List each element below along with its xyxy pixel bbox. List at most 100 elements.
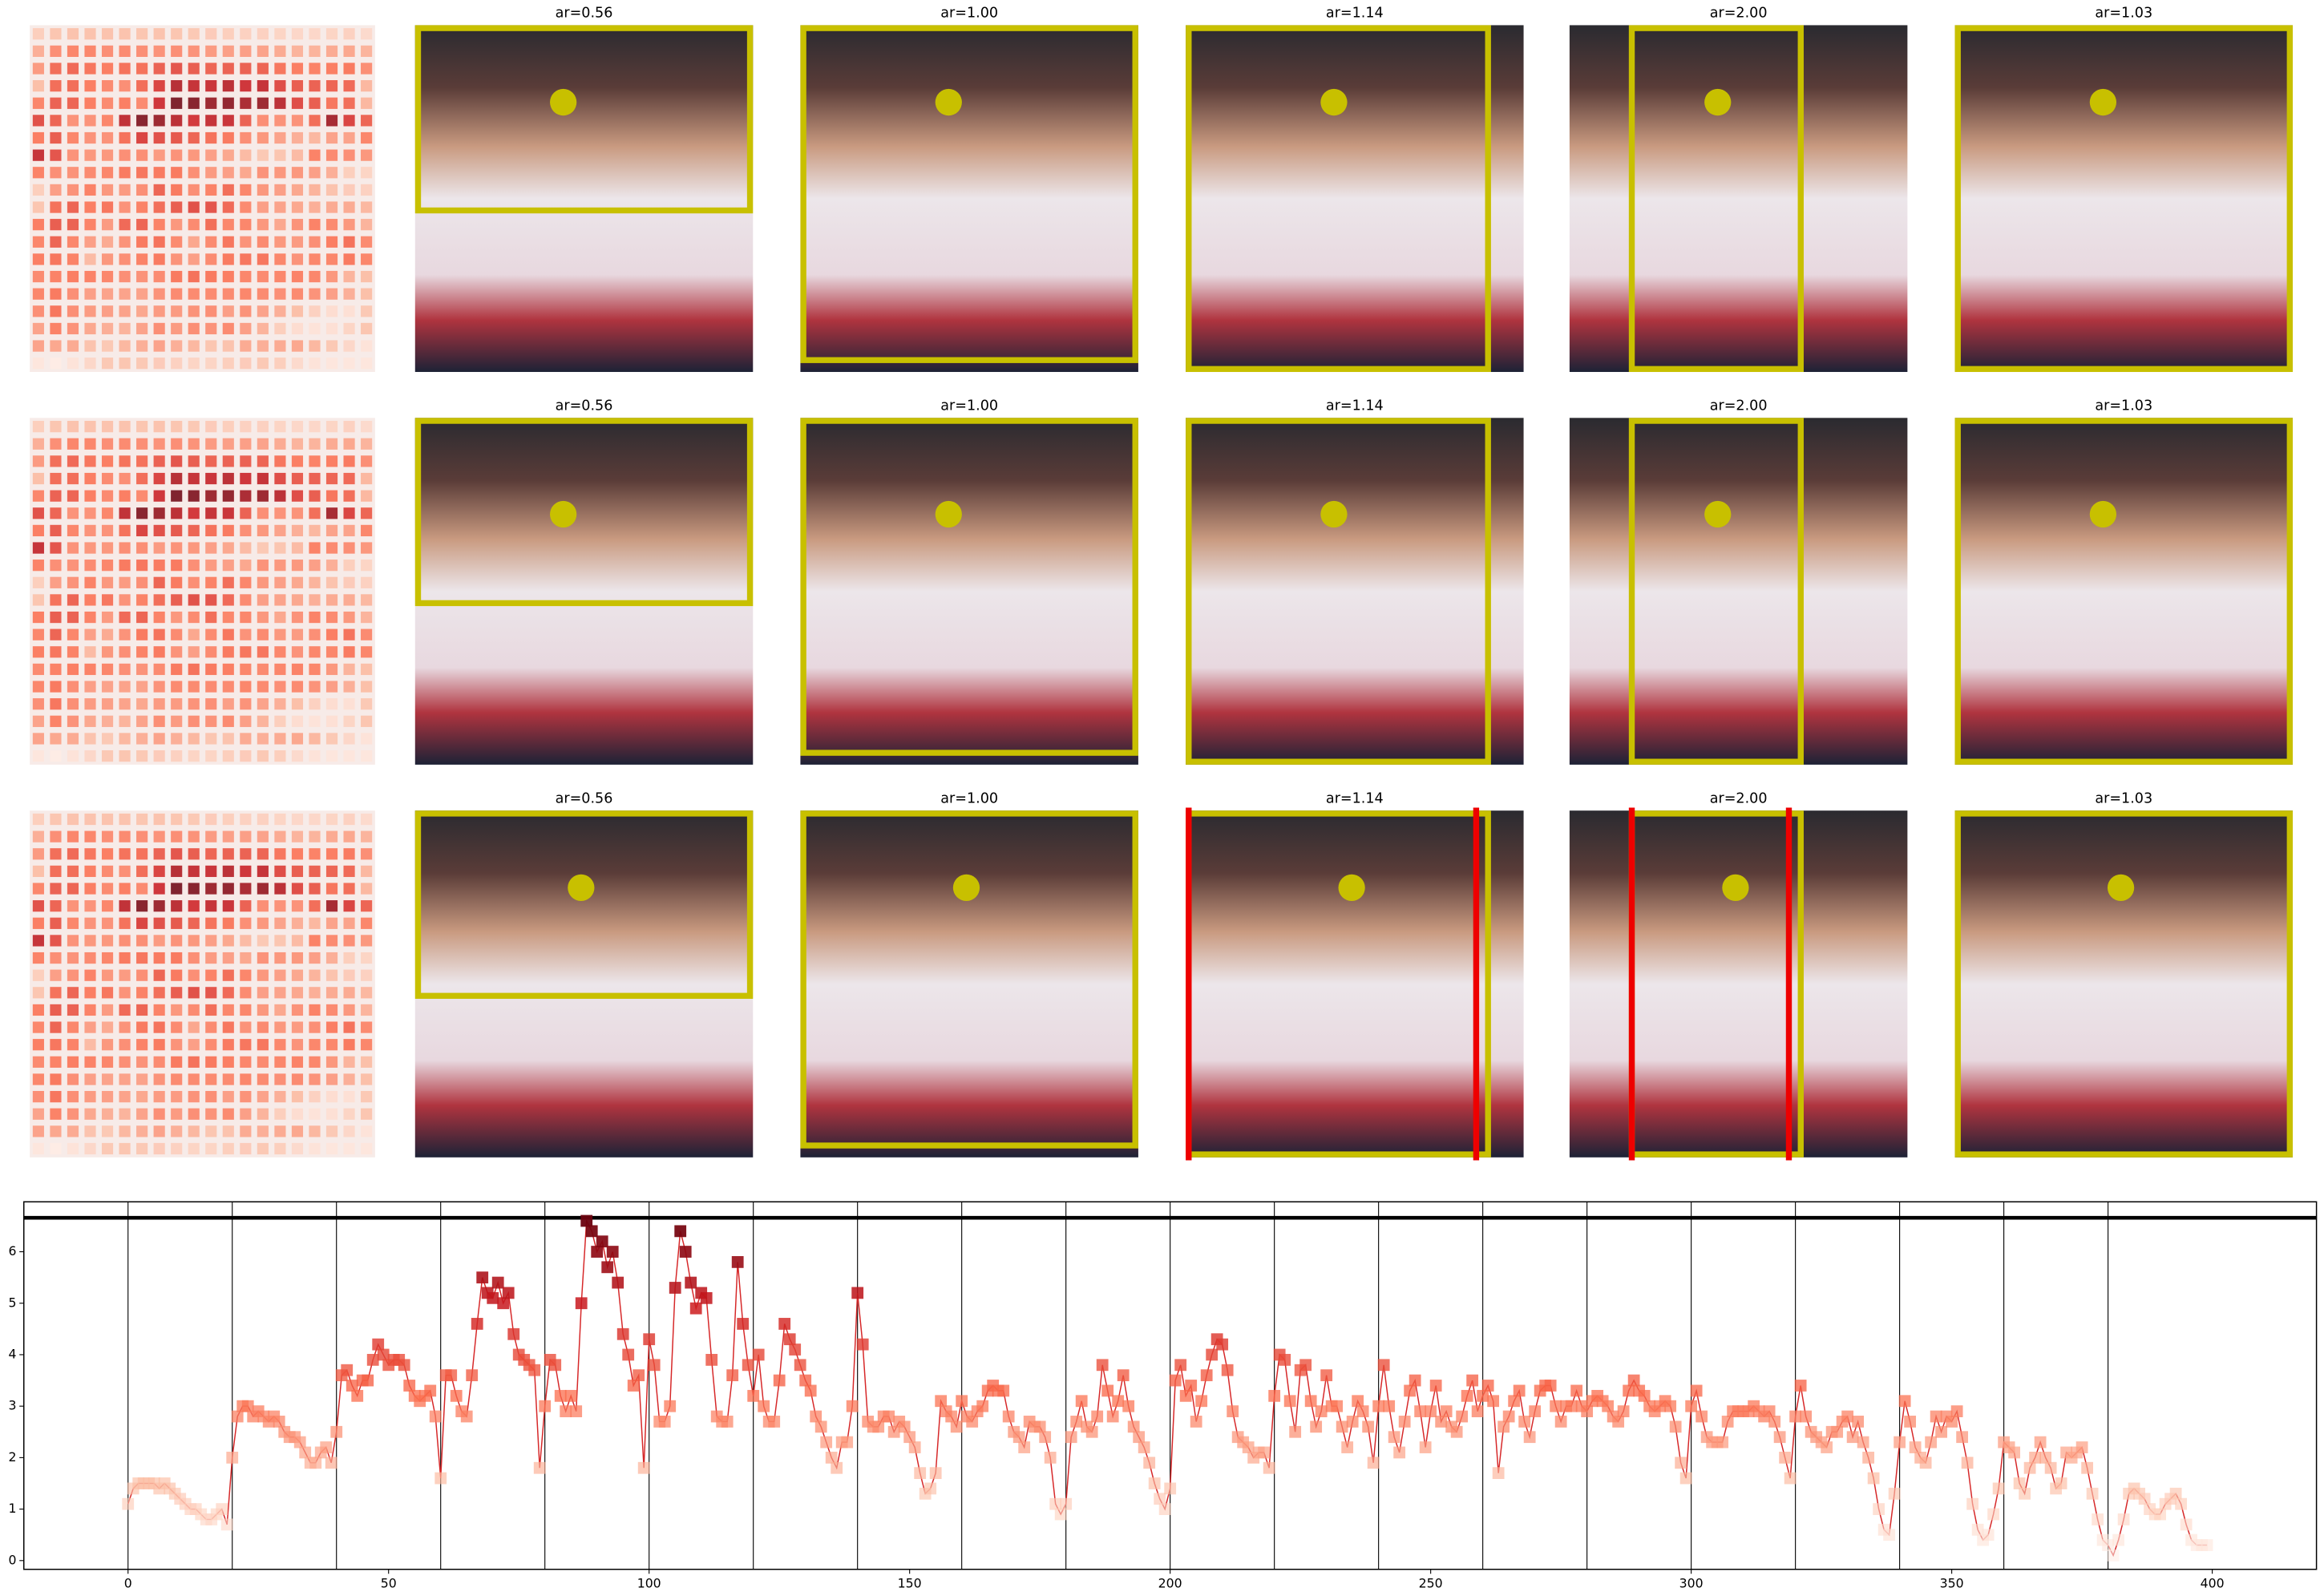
heatmap-cell: [188, 883, 200, 895]
heatmap-cell: [188, 750, 200, 762]
heatmap-cell: [222, 149, 234, 161]
crop-box: [1628, 25, 1804, 373]
heatmap-cell: [361, 750, 373, 762]
crop-box: [1186, 418, 1491, 765]
heatmap-cell: [361, 149, 373, 161]
heatmap-cell: [309, 322, 321, 335]
marker: [1122, 1400, 1135, 1412]
edge-marker: [1628, 807, 1635, 1161]
heatmap-cell: [257, 542, 269, 554]
marker: [1174, 1359, 1187, 1372]
x-tick-label: 300: [1679, 1576, 1704, 1591]
marker: [1336, 1420, 1348, 1433]
crop-box: [414, 418, 754, 607]
marker: [1852, 1416, 1865, 1428]
focus-point: [550, 500, 577, 528]
heatmap-cell: [32, 969, 44, 981]
heatmap-cell: [67, 969, 79, 981]
marker: [804, 1384, 817, 1397]
heatmap-cell: [257, 848, 269, 860]
heatmap-cell: [171, 305, 183, 317]
marker: [1195, 1395, 1208, 1408]
heatmap-cell: [119, 987, 131, 999]
heatmap-cell: [325, 969, 338, 981]
heatmap-cell: [222, 167, 234, 179]
heatmap-cell: [119, 560, 131, 572]
heatmap-cell: [119, 45, 131, 57]
heatmap-cell: [171, 576, 183, 588]
heatmap-cell: [136, 542, 148, 554]
heatmap-cell: [188, 115, 200, 127]
heatmap-cell: [343, 848, 355, 860]
heatmap-cell: [136, 340, 148, 352]
heatmap-cell: [222, 681, 234, 693]
heatmap-cell: [343, 270, 355, 283]
heatmap-cell: [274, 358, 286, 370]
heatmap-cell: [84, 305, 96, 317]
heatmap-cell: [240, 663, 252, 676]
heatmap-cell: [274, 883, 286, 895]
marker: [570, 1405, 583, 1417]
heatmap-cell: [188, 438, 200, 450]
heatmap-cell: [325, 507, 338, 519]
marker: [705, 1353, 718, 1366]
heatmap-cell: [291, 97, 304, 109]
heatmap-cell: [171, 288, 183, 300]
marker: [768, 1416, 781, 1428]
heatmap-cell: [84, 80, 96, 92]
heatmap-cell: [325, 848, 338, 860]
heatmap-cell: [67, 28, 79, 40]
y-tick-label: 6: [8, 1243, 16, 1259]
heatmap-cell: [240, 80, 252, 92]
heatmap-cell: [309, 628, 321, 640]
heatmap-cell: [50, 472, 62, 485]
marker: [742, 1359, 754, 1372]
heatmap-cell: [171, 813, 183, 826]
marker: [794, 1359, 806, 1372]
heatmap-cell: [343, 865, 355, 878]
heatmap-cell: [67, 1004, 79, 1016]
heatmap-cell: [153, 45, 165, 57]
heatmap-cell: [205, 646, 217, 658]
marker: [596, 1235, 608, 1248]
heatmap-cell: [84, 969, 96, 981]
heatmap-cell: [171, 167, 183, 179]
marker: [1909, 1441, 1922, 1453]
heatmap-cell: [309, 28, 321, 40]
heatmap-cell: [257, 358, 269, 370]
heatmap-cell: [343, 560, 355, 572]
heatmap-cell: [188, 472, 200, 485]
heatmap-cell: [205, 917, 217, 929]
heatmap-cell: [343, 45, 355, 57]
marker: [2055, 1477, 2067, 1489]
heatmap-cell: [291, 1125, 304, 1137]
heatmap-cell: [119, 131, 131, 144]
heatmap-cell: [101, 270, 114, 283]
heatmap-cell: [171, 28, 183, 40]
marker: [773, 1374, 786, 1387]
heatmap-cell: [171, 952, 183, 964]
heatmap-cell: [153, 952, 165, 964]
heatmap-cell: [274, 1142, 286, 1155]
heatmap-cell: [32, 80, 44, 92]
heatmap-cell: [240, 1056, 252, 1068]
marker: [2029, 1451, 2042, 1464]
heatmap-cell: [188, 865, 200, 878]
heatmap-cell: [240, 542, 252, 554]
heatmap-cell: [309, 490, 321, 502]
heatmap-cell: [291, 63, 304, 75]
heatmap-cell: [343, 524, 355, 537]
heatmap-cell: [240, 97, 252, 109]
heatmap-cell: [240, 472, 252, 485]
heatmap-cell: [171, 184, 183, 196]
heatmap-cell: [32, 830, 44, 842]
marker: [241, 1400, 254, 1412]
heatmap-cell: [240, 167, 252, 179]
heatmap-cell: [257, 715, 269, 727]
heatmap-cell: [325, 80, 338, 92]
marker: [1513, 1384, 1526, 1397]
heatmap-cell: [291, 952, 304, 964]
heatmap-cell: [309, 542, 321, 554]
marker: [1768, 1416, 1781, 1428]
heatmap-cell: [84, 733, 96, 745]
